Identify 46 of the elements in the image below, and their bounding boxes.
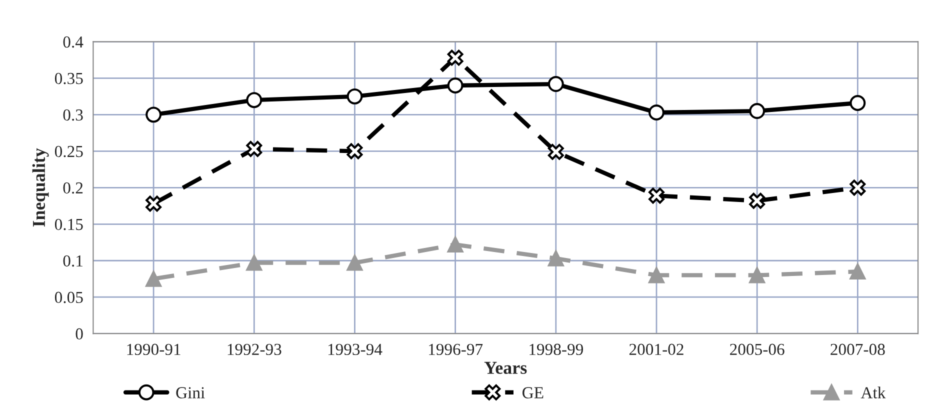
point (346, 143, 363, 160)
point (648, 104, 664, 120)
point (447, 77, 464, 94)
x-tick-label: 1998-99 (530, 344, 583, 356)
point (648, 188, 664, 204)
x-tick-label: 1996-97 (429, 344, 483, 356)
point (548, 144, 564, 160)
y-tick-label: 0.3 (63, 109, 83, 121)
y-tick-label: 0.05 (54, 292, 83, 304)
point (850, 95, 866, 111)
y-tick-label: 0.25 (54, 146, 83, 158)
x-tick-label: 2005-06 (730, 344, 784, 356)
x-tick-label: 1990-91 (127, 344, 180, 356)
y-axis-title: Inequality (32, 148, 49, 227)
x-tick-label: 2001-02 (629, 344, 684, 356)
legend-label: Atk (860, 386, 886, 398)
y-tick-label: 0.4 (63, 36, 84, 48)
y-tick-label: 0.35 (54, 72, 83, 84)
point (146, 270, 162, 287)
point (246, 92, 262, 108)
point (749, 267, 766, 284)
point (146, 106, 162, 123)
point (648, 267, 664, 284)
point (447, 236, 464, 253)
point (850, 180, 866, 196)
y-tick-label: 0 (76, 328, 83, 340)
y-tick-label: 0.2 (63, 182, 83, 194)
y-tick-label: 0.1 (63, 255, 82, 267)
legend-label: Gini (176, 387, 205, 398)
point (850, 264, 866, 280)
y-tick-label: 0.15 (54, 218, 83, 230)
x-tick-label: 1992-93 (228, 344, 282, 356)
point (246, 140, 262, 157)
point (146, 196, 162, 212)
x-axis-title: Years (484, 362, 527, 374)
x-tick-label: 2007-08 (830, 344, 885, 356)
point (447, 50, 464, 66)
x-tick-label: 1993-94 (328, 344, 382, 356)
point (548, 250, 564, 266)
point (548, 76, 564, 92)
point (346, 254, 363, 271)
legend-label: GE (522, 387, 544, 398)
point (749, 192, 766, 209)
point (246, 254, 262, 271)
point (346, 88, 363, 104)
point (749, 103, 766, 120)
